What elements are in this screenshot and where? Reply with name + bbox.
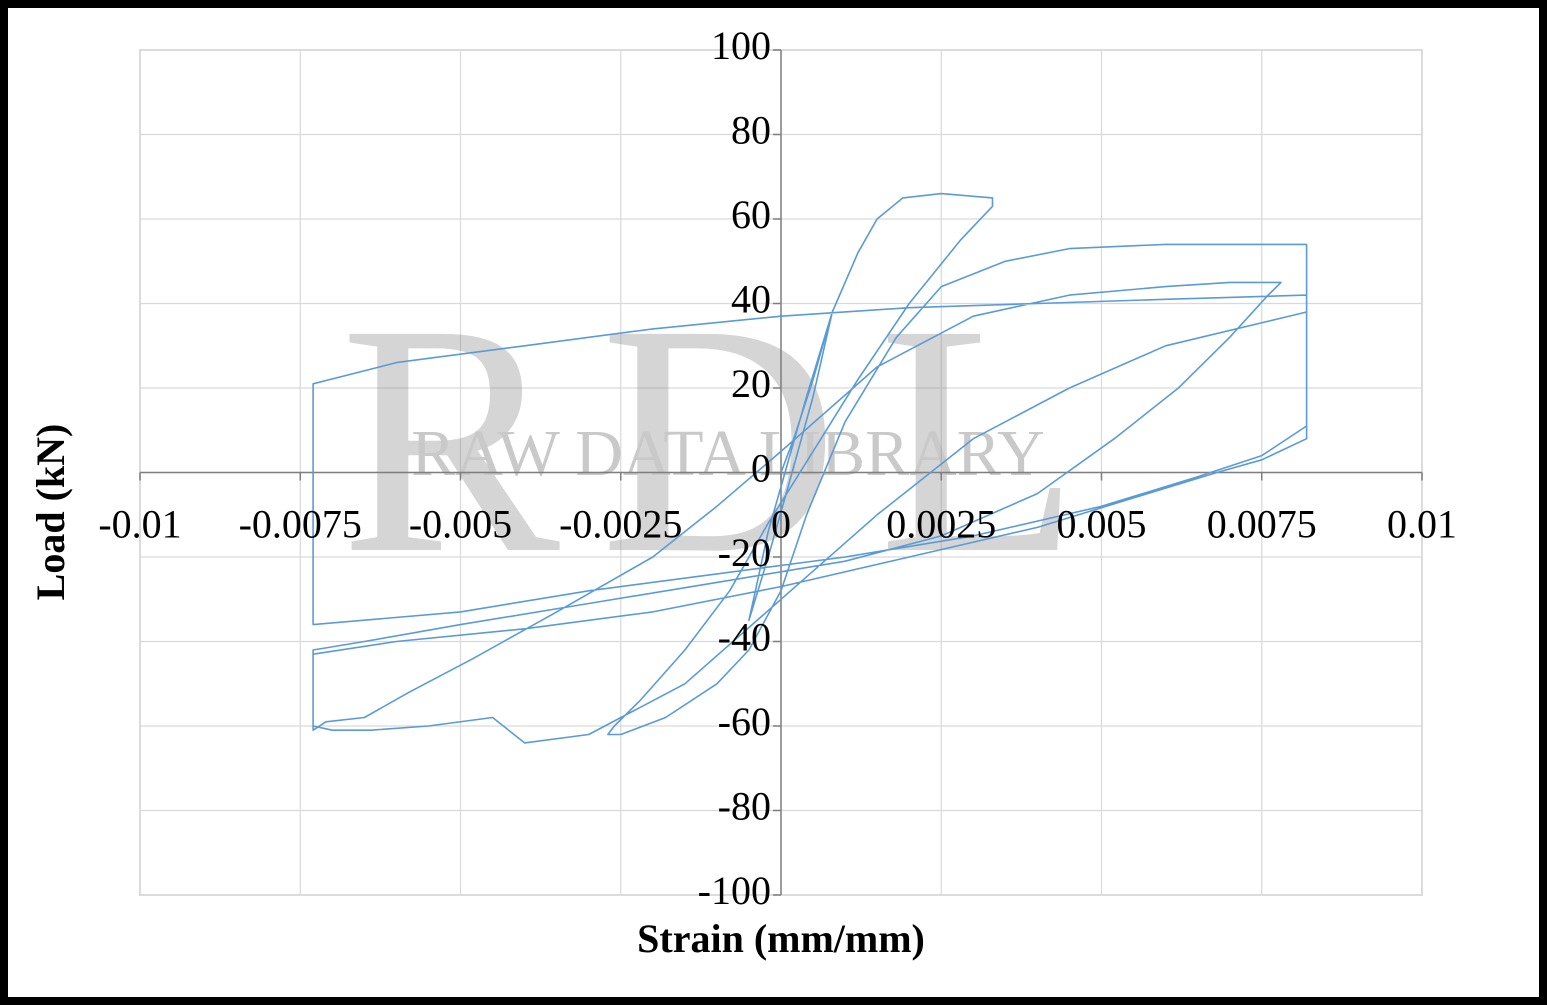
y-tick-label: 100 bbox=[711, 23, 771, 68]
y-tick-label: 40 bbox=[731, 277, 771, 322]
x-tick-label: -0.01 bbox=[98, 502, 181, 547]
marks bbox=[312, 192, 1308, 744]
y-tick-label: -80 bbox=[718, 784, 771, 829]
x-tick-label: -0.0075 bbox=[239, 502, 362, 547]
x-tick-label: 0 bbox=[771, 502, 791, 547]
y-tick-label: 20 bbox=[731, 361, 771, 406]
y-tick-label: 60 bbox=[731, 192, 771, 237]
data-line bbox=[312, 192, 1308, 744]
watermark: RDL RAW DATA LIBRARY bbox=[340, 257, 1120, 622]
x-tick-label: 0.0075 bbox=[1207, 502, 1317, 547]
x-tick-label: 0.01 bbox=[1387, 502, 1457, 547]
watermark-text: RAW DATA LIBRARY bbox=[411, 417, 1045, 490]
y-tick-label: -40 bbox=[718, 615, 771, 660]
x-tick-label: 0.0025 bbox=[886, 502, 996, 547]
y-tick-label: -60 bbox=[718, 699, 771, 744]
labels: -0.01 -0.0075 -0.005 -0.0025 0 0.0025 0.005 0.0… bbox=[98, 23, 1457, 913]
y-axis-title: Load (kN) bbox=[28, 424, 73, 601]
x-tick-label: -0.0025 bbox=[559, 502, 682, 547]
x-tick-label: 0.005 bbox=[1057, 502, 1147, 547]
y-tick-label: -20 bbox=[718, 530, 771, 575]
y-tick-label: -100 bbox=[698, 868, 771, 913]
y-tick-label: 0 bbox=[751, 446, 771, 491]
x-tick-label: -0.005 bbox=[409, 502, 512, 547]
watermark-logo: RDL bbox=[340, 257, 1120, 622]
y-tick-label: 80 bbox=[731, 108, 771, 153]
x-axis-title: Strain (mm/mm) bbox=[637, 916, 925, 961]
